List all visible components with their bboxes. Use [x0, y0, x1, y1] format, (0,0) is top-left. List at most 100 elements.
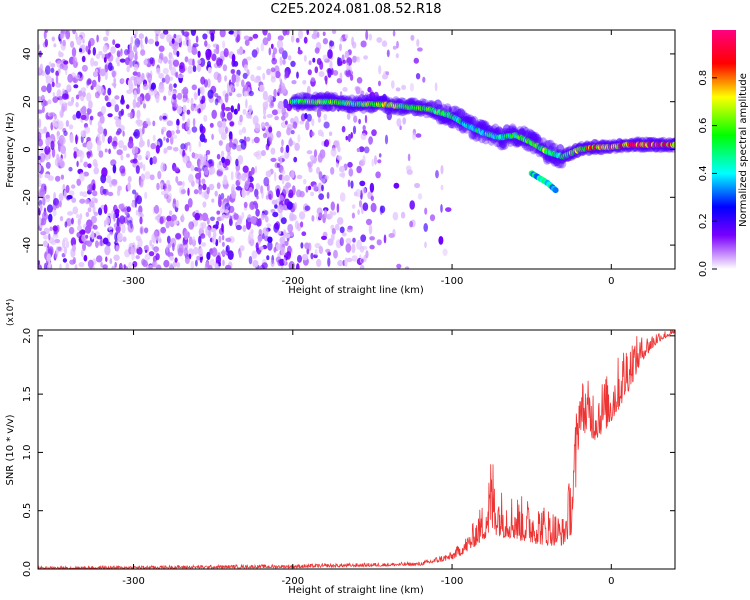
- heatmap-cell: [66, 195, 73, 200]
- heatmap-cell: [378, 65, 382, 75]
- heatmap-cell: [242, 72, 248, 79]
- heatmap-cell: [113, 254, 120, 261]
- heatmap-cell: [391, 80, 395, 89]
- heatmap-cell: [236, 144, 243, 152]
- heatmap-cell: [95, 240, 99, 248]
- heatmap-cell: [170, 130, 175, 136]
- spectrogram-x-label: Height of straight line (km): [288, 285, 424, 296]
- heatmap-cell: [211, 53, 217, 62]
- heatmap-cell: [141, 258, 146, 266]
- heatmap-cell: [76, 178, 82, 186]
- heatmap-cell: [233, 60, 239, 67]
- heatmap-cell: [362, 202, 369, 211]
- heatmap-cell: [196, 63, 202, 73]
- heatmap-cell: [152, 120, 156, 127]
- heatmap-cell: [137, 154, 142, 161]
- heatmap-cell: [128, 261, 132, 269]
- heatmap-cell: [137, 96, 143, 103]
- heatmap-cell: [193, 189, 199, 195]
- heatmap-cell: [158, 45, 165, 52]
- heatmap-cell: [170, 66, 177, 76]
- heatmap-cell: [252, 115, 259, 126]
- heatmap-cell: [129, 111, 133, 120]
- heatmap-cell: [59, 200, 62, 208]
- y-tick-label: -40: [22, 237, 33, 253]
- heatmap-cell: [281, 175, 285, 185]
- heatmap-cell: [318, 212, 323, 219]
- heatmap-cell: [336, 203, 340, 214]
- heatmap-cell: [231, 53, 236, 63]
- heatmap-cell: [57, 120, 64, 130]
- heatmap-cell: [241, 173, 247, 182]
- heatmap-cell: [86, 140, 93, 151]
- heatmap-cell: [395, 87, 401, 92]
- heatmap-cell: [361, 245, 368, 250]
- heatmap-cell: [337, 259, 344, 267]
- heatmap-cell: [77, 218, 82, 226]
- heatmap-cell: [254, 188, 259, 198]
- heatmap-cell: [347, 179, 351, 188]
- heatmap-cell: [166, 34, 173, 43]
- heatmap-cell: [370, 195, 374, 202]
- heatmap-cell: [416, 39, 420, 47]
- heatmap-cell: [207, 66, 212, 74]
- heatmap-cell: [79, 213, 83, 220]
- heatmap-cell: [175, 176, 179, 183]
- heatmap-cell: [672, 141, 675, 148]
- colorbar-tick-label: 0.6: [698, 118, 709, 134]
- heatmap-cell: [525, 131, 534, 142]
- heatmap-cell: [369, 236, 375, 241]
- heatmap-cell: [81, 55, 86, 63]
- heatmap-cell: [247, 214, 252, 223]
- heatmap-cell: [168, 192, 172, 200]
- heatmap-cell: [368, 139, 372, 145]
- heatmap-cell: [311, 118, 315, 127]
- heatmap-cell: [38, 155, 41, 160]
- heatmap-cell: [268, 169, 272, 178]
- heatmap-cell: [59, 63, 64, 70]
- heatmap-cell: [155, 94, 160, 104]
- heatmap-cell: [270, 157, 277, 162]
- heatmap-cell: [378, 80, 381, 87]
- heatmap-cell: [270, 67, 276, 73]
- heatmap-cell: [168, 263, 174, 269]
- heatmap-cell: [108, 135, 113, 143]
- heatmap-cell: [296, 71, 299, 79]
- heatmap-cell: [310, 131, 315, 137]
- heatmap-cell: [265, 195, 270, 200]
- heatmap-cell: [242, 108, 247, 115]
- heatmap-cell: [166, 235, 171, 244]
- heatmap-cell: [159, 216, 164, 225]
- heatmap-cell: [250, 229, 254, 234]
- heatmap-cell: [216, 182, 221, 190]
- heatmap-cell: [182, 155, 188, 164]
- heatmap-cell: [109, 258, 113, 265]
- heatmap-cell: [172, 48, 178, 56]
- heatmap-cell: [252, 259, 259, 268]
- heatmap-cell: [39, 204, 43, 212]
- heatmap-cell: [122, 145, 128, 151]
- heatmap-cell: [106, 101, 112, 108]
- heatmap-cell: [39, 152, 46, 163]
- heatmap-cell: [95, 53, 101, 60]
- heatmap-cell: [118, 203, 125, 210]
- heatmap-cell: [41, 106, 45, 113]
- heatmap-cell: [341, 232, 347, 237]
- heatmap-cell: [51, 147, 56, 158]
- heatmap-cell: [198, 235, 202, 245]
- heatmap-cell: [211, 109, 217, 120]
- heatmap-cell: [135, 235, 141, 242]
- heatmap-cell: [218, 235, 222, 243]
- heatmap-cell: [329, 40, 335, 47]
- heatmap-cell: [263, 107, 267, 116]
- heatmap-cell: [214, 98, 219, 106]
- heatmap-cell: [249, 201, 255, 211]
- heatmap-cell: [135, 209, 139, 216]
- heatmap-cell: [529, 133, 538, 144]
- heatmap-cell: [243, 64, 248, 72]
- heatmap-cell: [447, 118, 456, 129]
- heatmap-cell: [154, 204, 160, 214]
- heatmap-cell: [163, 56, 168, 64]
- heatmap-cell: [107, 87, 112, 96]
- heatmap-cell: [176, 50, 180, 58]
